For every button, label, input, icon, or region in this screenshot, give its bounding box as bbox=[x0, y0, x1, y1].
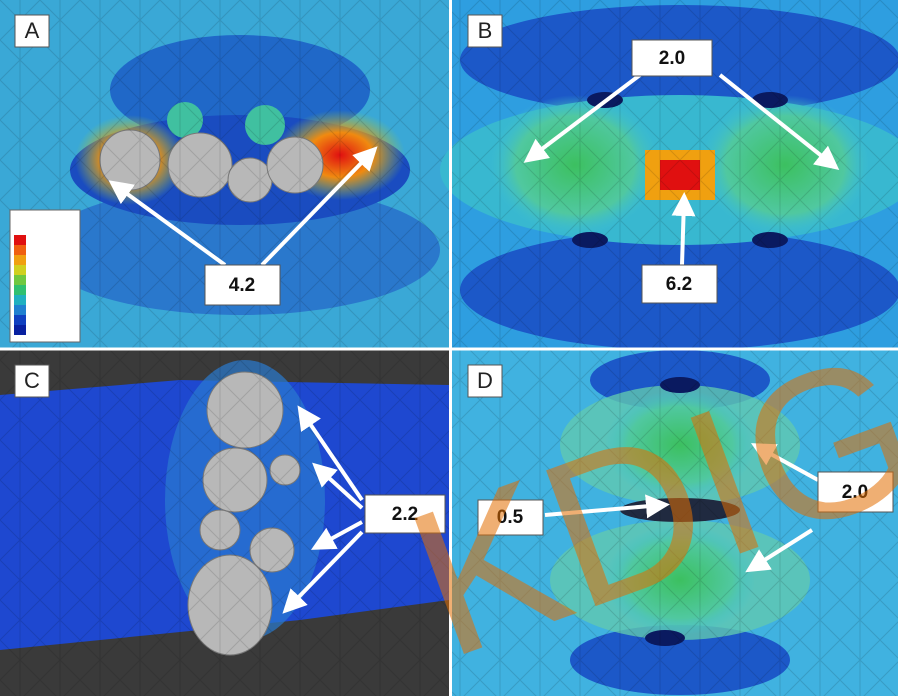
panel-c: C 2.2 bbox=[0, 350, 449, 696]
legend-swatch bbox=[14, 325, 26, 335]
legend-swatch bbox=[14, 275, 26, 285]
panel-label: D bbox=[477, 368, 493, 393]
panel-a: A 4.2 bbox=[0, 0, 449, 348]
legend-swatch bbox=[14, 305, 26, 315]
legend-swatch bbox=[14, 315, 26, 325]
panel-b: B 2.0 6.2 bbox=[440, 0, 898, 350]
panel-label: C bbox=[24, 368, 40, 393]
legend-swatch bbox=[14, 255, 26, 265]
legend-swatch bbox=[14, 245, 26, 255]
legend bbox=[10, 210, 80, 342]
panel-label: A bbox=[25, 18, 40, 43]
legend-swatch bbox=[14, 285, 26, 295]
arrow bbox=[682, 200, 684, 265]
panel-label: B bbox=[478, 18, 493, 43]
callout: 6.2 bbox=[666, 274, 692, 295]
page: A 4.2 B 2.0 6.2 bbox=[0, 0, 898, 696]
figure: A 4.2 B 2.0 6.2 bbox=[0, 0, 898, 696]
callout: 4.2 bbox=[229, 275, 255, 296]
legend-swatch bbox=[14, 235, 26, 245]
legend-swatch bbox=[14, 295, 26, 305]
legend-swatch bbox=[14, 265, 26, 275]
callout: 2.0 bbox=[659, 48, 685, 69]
